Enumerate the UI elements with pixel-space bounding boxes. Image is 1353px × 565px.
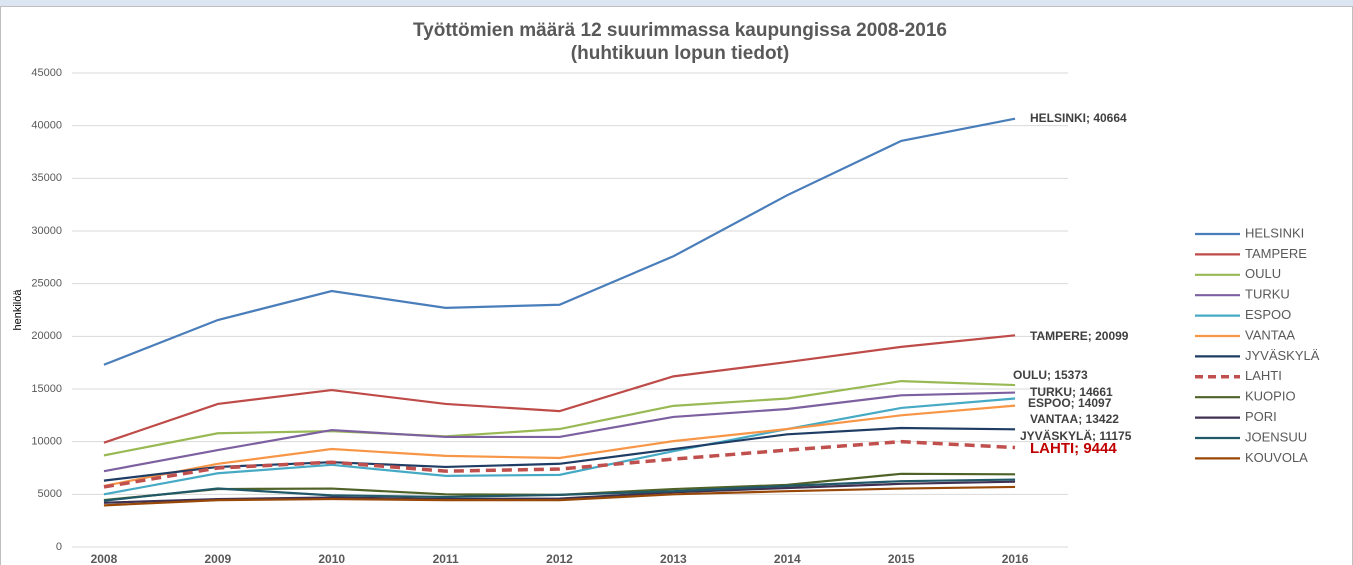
y-tick-label: 45000 (31, 67, 62, 79)
x-tick-label: 2008 (91, 552, 118, 565)
x-tick-label: 2009 (204, 552, 231, 565)
legend-label: TURKU (1245, 287, 1290, 302)
y-tick-label: 0 (56, 541, 62, 553)
end-label: OULU; 15373 (1013, 368, 1088, 382)
legend-label: HELSINKI (1245, 225, 1304, 240)
x-tick-label: 2016 (1002, 552, 1029, 565)
series-line (103, 485, 1016, 507)
x-tick-label: 2015 (888, 552, 915, 565)
y-tick-label: 35000 (31, 172, 62, 184)
y-tick-label: 20000 (31, 330, 62, 342)
legend-label: LAHTI (1245, 368, 1282, 383)
y-tick-label: 5000 (38, 488, 62, 500)
y-tick-label: 25000 (31, 278, 62, 290)
legend-label: ESPOO (1245, 307, 1291, 322)
series-line (103, 404, 1016, 487)
legend-label: JYVÄSKYLÄ (1245, 348, 1320, 363)
legend-label: TAMPERE (1245, 246, 1307, 261)
end-label: HELSINKI; 40664 (1030, 111, 1127, 125)
series-line (103, 439, 1016, 489)
y-tick-label: 10000 (31, 436, 62, 448)
chart-border (0, 6, 1353, 565)
y-tick-label: 15000 (31, 383, 62, 395)
end-label: ESPOO; 14097 (1028, 396, 1112, 410)
series-line (103, 117, 1016, 366)
end-label: VANTAA; 13422 (1030, 412, 1119, 426)
legend-label: OULU (1245, 266, 1281, 281)
y-tick-label: 30000 (31, 225, 62, 237)
x-tick-label: 2014 (774, 552, 801, 565)
x-tick-label: 2010 (318, 552, 345, 565)
x-tick-label: 2011 (433, 552, 459, 565)
series-line (103, 334, 1016, 444)
series-line (103, 480, 1016, 504)
legend-label: JOENSUU (1245, 429, 1307, 444)
chart-title: Työttömien määrä 12 suurimmassa kaupungi… (413, 20, 947, 41)
end-label: TAMPERE; 20099 (1030, 329, 1129, 343)
top-band (0, 0, 1353, 6)
series-line (103, 379, 1016, 457)
legend-label: KUOPIO (1245, 389, 1296, 404)
series-line (103, 472, 1016, 502)
end-label: JYVÄSKYLÄ; 11175 (1020, 428, 1132, 443)
x-tick-label: 2013 (660, 552, 687, 565)
series-line (103, 397, 1016, 496)
series-line (103, 478, 1016, 502)
y-tick-label: 40000 (31, 120, 62, 132)
series-line (103, 391, 1016, 473)
y-axis-label: henkilöä (12, 289, 24, 331)
end-label: TURKU; 14661 (1030, 385, 1113, 399)
legend-label: KOUVOLA (1245, 450, 1308, 465)
legend-label: PORI (1245, 409, 1277, 424)
end-label: LAHTI; 9444 (1030, 440, 1117, 457)
x-tick-label: 2012 (546, 552, 573, 565)
chart-subtitle: (huhtikuun lopun tiedot) (571, 43, 789, 64)
legend-label: VANTAA (1245, 327, 1295, 342)
